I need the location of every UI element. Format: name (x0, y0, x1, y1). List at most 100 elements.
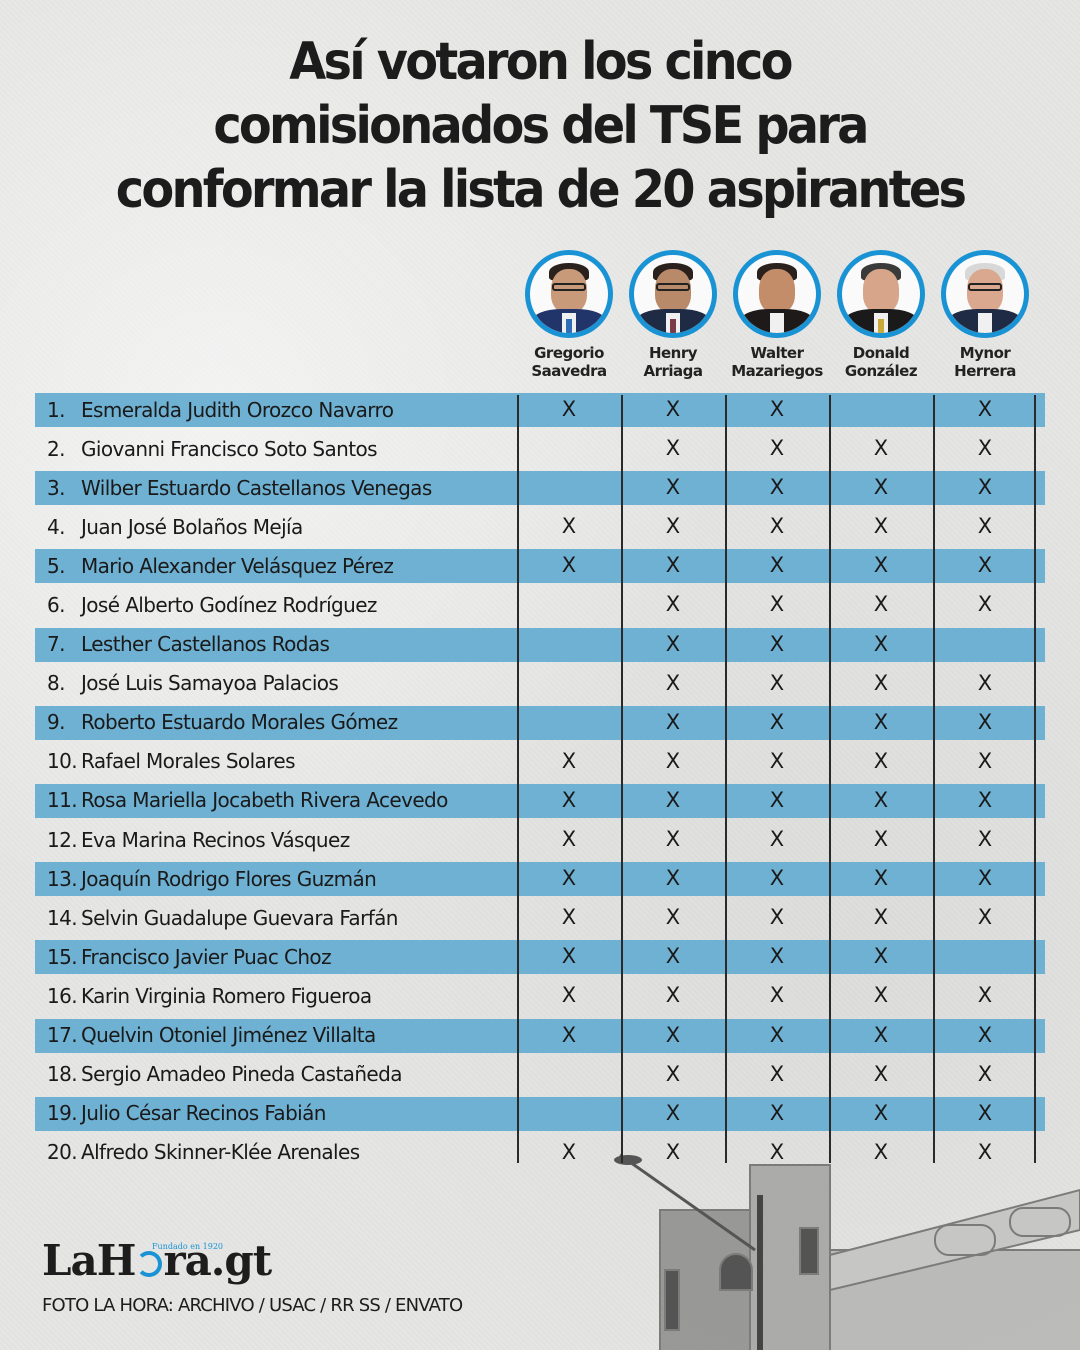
candidate-name: Julio César Recinos Fabián (81, 1101, 326, 1126)
candidate-name: José Luis Samayoa Palacios (81, 671, 339, 696)
table-row: 8. José Luis Samayoa Palacios X X X X (35, 667, 1045, 706)
vote-cell: X (665, 553, 681, 578)
vote-cell: X (665, 514, 681, 539)
vote-cell: X (977, 475, 993, 500)
avatar (525, 250, 613, 338)
vote-cell (517, 588, 621, 622)
commissioner-last-name: Saavedra (531, 362, 607, 380)
column-divider (933, 395, 935, 1163)
candidate-name: Lesther Castellanos Rodas (81, 632, 330, 657)
vote-cell: X (873, 905, 889, 930)
vote-cell: X (977, 709, 993, 734)
candidate-name: Roberto Estuardo Morales Gómez (81, 710, 398, 735)
candidate-name: Sergio Amadeo Pineda Castañeda (81, 1062, 402, 1087)
candidate-name: Eva Marina Recinos Vásquez (81, 827, 350, 852)
vote-cell: X (977, 436, 993, 461)
table-row: 10. Rafael Morales Solares X X X X X (35, 745, 1045, 784)
vote-cell: X (769, 787, 785, 812)
vote-cell: X (977, 670, 993, 695)
vote-cell: X (873, 670, 889, 695)
candidate-number: 11. (47, 788, 78, 813)
candidate-number: 6. (47, 593, 65, 618)
candidate-number: 16. (47, 983, 78, 1008)
vote-cell: X (873, 631, 889, 656)
table-row: 19. Julio César Recinos Fabián X X X X (35, 1096, 1045, 1136)
vote-cell: X (665, 866, 681, 891)
commissioner-first-name: Henry (648, 344, 698, 362)
vote-cell: X (665, 1100, 681, 1125)
table-row: 13. Joaquín Rodrigo Flores Guzmán X X X X X (35, 862, 1045, 901)
vote-cell: X (873, 1022, 889, 1047)
photo-credit: FOTO LA HORA: ARCHIVO / USAC / RR SS / E… (42, 1295, 463, 1316)
vote-cell (933, 628, 1037, 662)
vote-cell: X (561, 983, 577, 1008)
candidate-name: Juan José Bolaños Mejía (81, 514, 303, 539)
table-row: 17. Quelvin Otoniel Jiménez Villalta X X X X X (35, 1018, 1045, 1058)
vote-cell: X (665, 475, 681, 500)
vote-cell: X (769, 905, 785, 930)
vote-cell: X (665, 944, 681, 969)
vote-cell: X (769, 748, 785, 773)
candidate-number: 4. (47, 514, 65, 539)
vote-cell: X (769, 592, 785, 617)
vote-cell: X (665, 983, 681, 1008)
vote-cell: X (977, 905, 993, 930)
vote-cell (517, 432, 621, 466)
vote-cell: X (769, 670, 785, 695)
commissioner-herrera: Mynor Herrera (933, 250, 1037, 380)
column-divider (1034, 395, 1036, 1163)
vote-cell: X (665, 592, 681, 617)
building-photo-background (614, 1153, 1080, 1350)
vote-cell: X (665, 827, 681, 852)
table-row: 14. Selvin Guadalupe Guevara Farfán X X X X X (35, 901, 1045, 940)
title-line-3: conformar la lista de 20 aspirantes (115, 160, 967, 220)
vote-cell: X (873, 1139, 889, 1164)
vote-cell: X (665, 787, 681, 812)
vote-cell: X (665, 1022, 681, 1047)
candidate-name: Rosa Mariella Jocabeth Rivera Acevedo (81, 788, 448, 813)
vote-cell: X (977, 1022, 993, 1047)
commissioner-last-name: Arriaga (643, 362, 703, 380)
commissioner-first-name: Donald (852, 344, 910, 362)
page-title: Así votaron los cinco comisionados del T… (43, 30, 1037, 222)
avatar (733, 250, 821, 338)
glasses-icon (656, 283, 690, 291)
vote-cell (517, 667, 621, 701)
vote-cell: X (977, 787, 993, 812)
vote-cell: X (873, 592, 889, 617)
vote-cell: X (769, 944, 785, 969)
vote-cell: X (977, 1061, 993, 1086)
candidate-number: 7. (47, 632, 65, 657)
commissioner-first-name: Mynor (959, 344, 1011, 362)
votes-table: 1. Esmeralda Judith Orozco Navarro X X X X 2. G… (35, 393, 1045, 1175)
table-row: 9. Roberto Estuardo Morales Gómez X X X X (35, 705, 1045, 745)
avatar (837, 250, 925, 338)
commissioner-first-name: Walter (750, 344, 804, 362)
vote-cell: X (873, 1100, 889, 1125)
vote-cell: X (977, 514, 993, 539)
candidate-number: 9. (47, 710, 65, 735)
vote-cell: X (977, 748, 993, 773)
candidate-name: Alfredo Skinner-Klée Arenales (81, 1140, 360, 1165)
candidate-name: Esmeralda Judith Orozco Navarro (81, 397, 394, 422)
vote-cell: X (769, 475, 785, 500)
vote-cell: X (769, 1022, 785, 1047)
candidate-number: 1. (47, 397, 65, 422)
vote-cell: X (561, 748, 577, 773)
commissioner-last-name: Mazariegos (731, 362, 823, 380)
vote-cell: X (873, 748, 889, 773)
candidate-name: Mario Alexander Velásquez Pérez (81, 553, 394, 578)
column-divider (621, 395, 623, 1163)
vote-cell: X (977, 553, 993, 578)
vote-cell: X (977, 592, 993, 617)
candidate-name: Karin Virginia Romero Figueroa (81, 983, 372, 1008)
vote-cell: X (769, 436, 785, 461)
vote-cell: X (665, 436, 681, 461)
vote-cell: X (873, 436, 889, 461)
commissioner-saavedra: Gregorio Saavedra (517, 250, 621, 380)
vote-cell: X (977, 1100, 993, 1125)
glasses-icon (552, 283, 586, 291)
commissioner-last-name: González (844, 362, 918, 380)
vote-cell: X (769, 827, 785, 852)
candidate-number: 13. (47, 866, 78, 891)
